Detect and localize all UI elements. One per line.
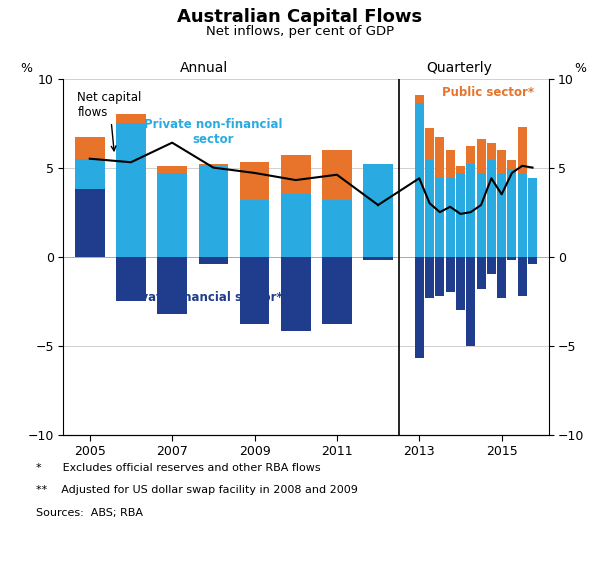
Bar — [425, 257, 434, 298]
Text: Sources:  ABS; RBA: Sources: ABS; RBA — [36, 508, 143, 518]
Bar — [75, 159, 104, 189]
Bar — [116, 123, 146, 257]
Bar — [199, 164, 228, 166]
Bar — [497, 150, 506, 173]
Bar — [425, 128, 434, 160]
Bar — [322, 257, 352, 324]
Bar — [528, 178, 537, 257]
Bar — [436, 178, 445, 257]
Bar — [239, 200, 269, 257]
Text: Net inflows, per cent of GDP: Net inflows, per cent of GDP — [206, 25, 394, 38]
Bar — [487, 257, 496, 274]
Bar — [157, 166, 187, 173]
Bar — [487, 160, 496, 257]
Bar — [456, 257, 465, 310]
Bar — [508, 160, 517, 169]
Bar — [476, 257, 485, 289]
Bar — [518, 257, 527, 296]
Bar — [415, 95, 424, 103]
Text: %: % — [20, 62, 32, 75]
Bar — [199, 257, 228, 264]
Text: *      Excludes official reserves and other RBA flows: * Excludes official reserves and other R… — [36, 463, 320, 473]
Bar — [157, 257, 187, 314]
Bar — [436, 137, 445, 178]
Bar — [239, 257, 269, 324]
Bar — [476, 139, 485, 173]
Bar — [116, 114, 146, 123]
Bar — [281, 155, 311, 194]
Bar — [436, 257, 445, 296]
Text: Quarterly: Quarterly — [426, 61, 492, 75]
Text: Private non-financial
sector: Private non-financial sector — [144, 118, 283, 146]
Text: Private financial sector**: Private financial sector** — [122, 291, 289, 304]
Bar — [508, 169, 517, 257]
Bar — [497, 173, 506, 257]
Bar — [466, 257, 475, 346]
Bar — [446, 178, 455, 257]
Bar — [466, 164, 475, 257]
Bar — [322, 150, 352, 200]
Text: Australian Capital Flows: Australian Capital Flows — [178, 8, 422, 26]
Bar — [476, 173, 485, 257]
Bar — [425, 160, 434, 257]
Bar — [518, 127, 527, 173]
Bar — [281, 194, 311, 257]
Bar — [446, 150, 455, 178]
Bar — [456, 166, 465, 257]
Text: Public sector*: Public sector* — [442, 86, 534, 99]
Bar — [239, 162, 269, 200]
Bar — [487, 142, 496, 160]
Bar — [518, 173, 527, 257]
Text: Net capital
flows: Net capital flows — [77, 91, 142, 151]
Text: **    Adjusted for US dollar swap facility in 2008 and 2009: ** Adjusted for US dollar swap facility … — [36, 485, 358, 495]
Bar — [415, 103, 424, 257]
Bar — [363, 164, 393, 257]
Bar — [508, 257, 517, 260]
Bar — [157, 173, 187, 257]
Bar — [199, 164, 228, 257]
Bar — [456, 166, 465, 173]
Bar — [281, 257, 311, 332]
Bar — [415, 257, 424, 358]
Bar — [116, 257, 146, 301]
Bar — [363, 257, 393, 260]
Text: Annual: Annual — [180, 61, 228, 75]
Bar — [446, 257, 455, 292]
Bar — [497, 257, 506, 298]
Bar — [322, 200, 352, 257]
Bar — [75, 189, 104, 257]
Text: %: % — [575, 62, 587, 75]
Bar — [528, 257, 537, 264]
Bar — [75, 137, 104, 159]
Bar — [466, 146, 475, 164]
